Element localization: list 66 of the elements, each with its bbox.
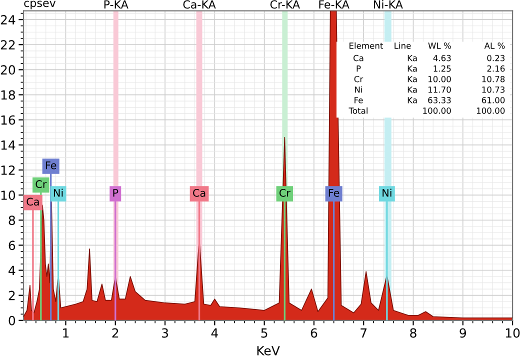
y-axis-title: cpsev [24, 0, 56, 10]
annotation: 0.23 [487, 54, 505, 62]
annotation: 63.33 [428, 97, 451, 104]
ref-line-label: Cr [279, 188, 290, 197]
y-tick-label: 20 [0, 65, 16, 75]
ref-line-label: Cr [36, 180, 47, 188]
annotation: Line [394, 42, 411, 49]
y-tick-label: 16 [1, 115, 16, 125]
y-tick-label: 14 [1, 140, 16, 150]
band-label: Cr-KA [270, 0, 300, 9]
y-tick-label: 22 [0, 40, 15, 50]
annotation: 100.00 [423, 108, 451, 114]
annotation: WL % [428, 42, 451, 49]
y-tick-label: 12 [1, 165, 15, 175]
x-tick-label: 9 [460, 328, 466, 338]
ref-line-label: Ni [382, 188, 392, 197]
band-label: Ni-KA [374, 0, 403, 8]
x-tick-label: 10 [506, 328, 520, 338]
annotation: Fe [354, 97, 363, 104]
ref-line-label: Ca [193, 188, 206, 197]
annotation: Ni [355, 86, 362, 93]
annotation: Ka [408, 97, 417, 104]
y-tick-label: 6 [8, 240, 16, 250]
annotation: 10.00 [428, 76, 451, 82]
x-tick-label: 4 [211, 328, 218, 338]
ref-line-label: Fe [46, 162, 56, 170]
x-axis-title: KeV [257, 346, 280, 356]
ref-line-label: Fe [328, 189, 340, 197]
annotation: 100.00 [476, 108, 505, 114]
x-tick-label: 7 [360, 328, 367, 338]
annotation: 10.78 [482, 76, 505, 82]
annotation: Cr [354, 76, 364, 82]
x-tick-label: 8 [410, 328, 416, 338]
annotation: Ka [408, 66, 417, 72]
x-tick-label: 2 [112, 328, 118, 338]
band-label: Ca-KA [183, 0, 216, 9]
y-tick-label: 4 [8, 266, 16, 276]
y-tick-label: 18 [1, 90, 16, 100]
x-tick-label: 5 [261, 328, 268, 338]
annotation: 2.16 [487, 65, 505, 72]
annotation: Ka [408, 55, 417, 62]
y-tick-label: 8 [8, 216, 16, 226]
annotation: P [356, 66, 361, 72]
annotation: 1.25 [434, 65, 451, 72]
x-tick-label: 1 [63, 328, 69, 338]
annotation: Total [348, 107, 368, 114]
y-tick-label: 10 [1, 190, 16, 200]
annotation: 10.73 [482, 86, 505, 93]
y-tick-label: 2 [8, 290, 15, 300]
y-tick-label: 24 [0, 15, 16, 24]
annotation: Ka [408, 76, 417, 82]
annotation: 11.70 [428, 86, 451, 93]
ref-line-label: Ca [26, 198, 39, 206]
ref-line-label: Ni [54, 188, 63, 197]
x-tick-label: 6 [310, 328, 318, 338]
annotation: Ca [354, 54, 364, 62]
band-label: Fe-KA [319, 0, 350, 9]
ref-line-label: P [113, 189, 118, 197]
y-tick-label: 0 [8, 316, 16, 326]
band-label: P-KA [104, 0, 128, 8]
annotation: Element [350, 42, 384, 49]
annotation: 4.63 [433, 54, 451, 62]
annotation: 61.00 [482, 97, 505, 104]
x-tick-label: 3 [162, 328, 168, 338]
annotation: AL % [484, 42, 505, 49]
annotation: Ka [408, 86, 417, 93]
